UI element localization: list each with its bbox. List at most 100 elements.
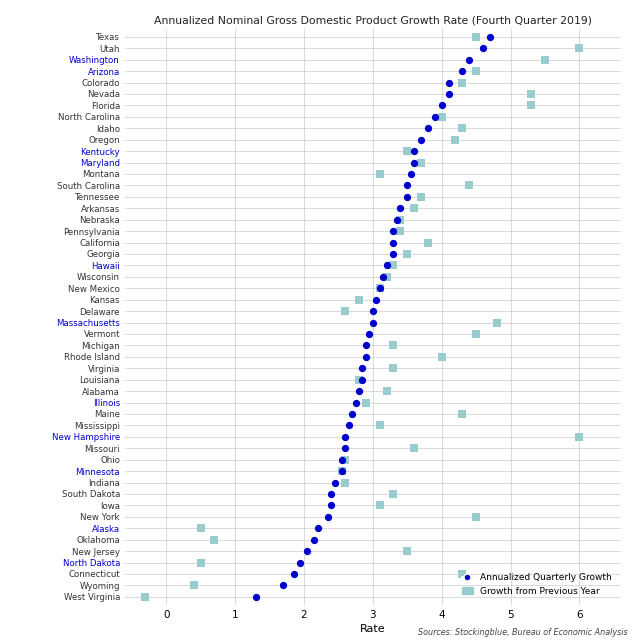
Point	[492, 317, 502, 328]
Point	[471, 512, 481, 522]
Point	[354, 294, 364, 305]
Point	[396, 226, 406, 236]
Point	[374, 283, 385, 293]
Point	[374, 420, 385, 431]
Title: Annualized Nominal Gross Domestic Product Growth Rate (Fourth Quarter 2019): Annualized Nominal Gross Domestic Produc…	[154, 15, 592, 25]
Point	[471, 329, 481, 339]
Point	[364, 329, 374, 339]
Point	[209, 534, 220, 545]
Point	[406, 169, 416, 179]
Point	[251, 591, 261, 602]
Point	[436, 112, 447, 122]
Point	[423, 123, 433, 133]
Point	[337, 466, 347, 476]
Point	[444, 89, 454, 99]
Point	[374, 500, 385, 511]
Point	[396, 214, 406, 225]
Point	[444, 77, 454, 88]
Point	[378, 272, 388, 282]
Point	[374, 169, 385, 179]
Point	[278, 580, 289, 591]
Point	[351, 397, 361, 408]
Point	[340, 477, 350, 488]
Point	[371, 294, 381, 305]
Point	[374, 283, 385, 293]
Point	[402, 146, 412, 156]
Point	[361, 352, 371, 362]
Point	[195, 557, 205, 568]
Point	[416, 134, 426, 145]
Point	[347, 409, 357, 419]
Point	[423, 237, 433, 248]
Point	[388, 260, 399, 271]
Point	[344, 420, 354, 431]
Point	[457, 409, 467, 419]
Point	[526, 100, 536, 111]
Point	[388, 340, 399, 351]
Point	[381, 260, 392, 271]
Point	[323, 512, 333, 522]
Point	[340, 306, 350, 316]
Point	[388, 363, 399, 373]
Point	[309, 534, 319, 545]
Point	[289, 569, 299, 579]
Point	[312, 523, 323, 533]
Point	[396, 203, 406, 213]
Point	[471, 32, 481, 42]
Point	[416, 157, 426, 168]
Point	[388, 489, 399, 499]
Point	[574, 43, 584, 53]
Point	[457, 123, 467, 133]
Point	[402, 249, 412, 259]
Point	[326, 500, 337, 511]
Point	[409, 443, 419, 453]
Point	[526, 89, 536, 99]
Point	[388, 237, 399, 248]
Point	[457, 77, 467, 88]
Point	[478, 43, 488, 53]
Point	[337, 466, 347, 476]
Point	[457, 569, 467, 579]
Point	[464, 180, 474, 191]
Point	[409, 203, 419, 213]
Point	[381, 386, 392, 396]
Point	[361, 340, 371, 351]
Point	[402, 180, 412, 191]
Point	[302, 546, 312, 556]
Point	[392, 214, 402, 225]
Point	[574, 431, 584, 442]
Point	[436, 352, 447, 362]
Text: Sources: Stockingblue, Bureau of Economic Analysis: Sources: Stockingblue, Bureau of Economi…	[417, 628, 627, 637]
Point	[140, 591, 150, 602]
Point	[484, 32, 495, 42]
Point	[402, 546, 412, 556]
Point	[409, 146, 419, 156]
Point	[540, 54, 550, 65]
Point	[381, 272, 392, 282]
Point	[330, 477, 340, 488]
Point	[457, 66, 467, 76]
Point	[409, 157, 419, 168]
Point	[402, 192, 412, 202]
Point	[340, 431, 350, 442]
Point	[340, 443, 350, 453]
Point	[357, 363, 367, 373]
Point	[436, 100, 447, 111]
Point	[388, 249, 399, 259]
Point	[326, 489, 337, 499]
Point	[471, 66, 481, 76]
Point	[416, 192, 426, 202]
Point	[388, 226, 399, 236]
Point	[367, 317, 378, 328]
Legend: Annualized Quarterly Growth, Growth from Previous Year: Annualized Quarterly Growth, Growth from…	[458, 569, 616, 600]
Point	[357, 374, 367, 385]
Point	[367, 306, 378, 316]
Point	[429, 112, 440, 122]
Point	[337, 454, 347, 465]
Point	[354, 386, 364, 396]
X-axis label: Rate: Rate	[360, 624, 386, 634]
Point	[340, 454, 350, 465]
Point	[354, 374, 364, 385]
Point	[195, 523, 205, 533]
Point	[451, 134, 461, 145]
